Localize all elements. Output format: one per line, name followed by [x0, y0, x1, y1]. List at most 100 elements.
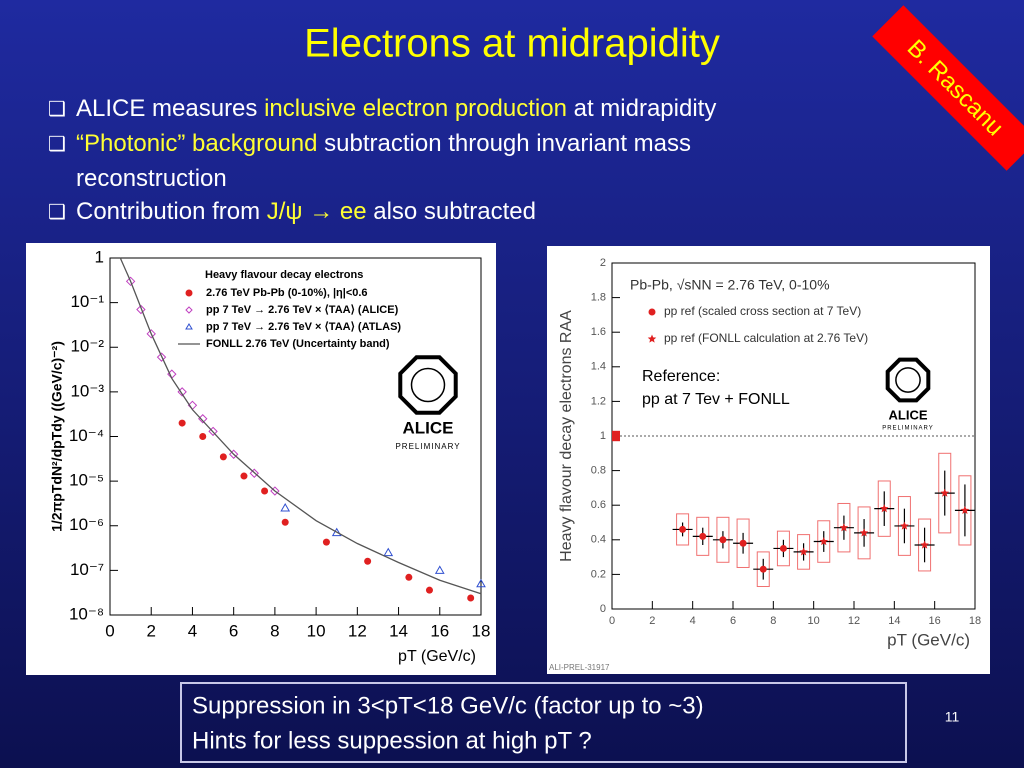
data-point	[839, 523, 849, 532]
y-tick-label: 1	[600, 430, 606, 442]
data-point	[679, 525, 687, 533]
data-point	[208, 426, 218, 437]
data-point	[779, 544, 787, 552]
data-point	[322, 538, 330, 546]
data-point	[125, 276, 136, 287]
annotation: Reference:	[642, 368, 720, 385]
data-point	[281, 518, 289, 526]
data-point	[434, 565, 445, 574]
legend-label: pp 7 TeV → 2.76 TeV × ⟨TAA⟩ (ATLAS)	[206, 321, 401, 333]
x-tick-label: 12	[848, 615, 860, 627]
y-tick-label: 10⁻⁴	[69, 426, 104, 445]
data-point	[940, 488, 950, 497]
data-point	[425, 586, 433, 594]
logo-octagon	[885, 357, 931, 403]
bullet-segment: subtraction through invariant mass	[317, 130, 691, 157]
x-axis-label: pT (GeV/c)	[398, 648, 476, 665]
bullet-segment: at midrapidity	[567, 95, 716, 122]
bullets: ❑ ALICE measures inclusive electron produ…	[48, 95, 716, 225]
legend-title: Heavy flavour decay electrons	[205, 269, 363, 281]
x-tick-label: 18	[969, 615, 981, 627]
y-tick-label: 0.4	[591, 534, 606, 546]
left-plot-panel	[26, 243, 496, 675]
annotation: pp at 7 Tev + FONLL	[642, 391, 790, 408]
charts: 10⁻⁸10⁻⁷10⁻⁶10⁻⁵10⁻⁴10⁻³10⁻²10⁻¹10 2 4 6 8 10…	[49, 247, 981, 672]
y-tick-label: 2	[600, 257, 606, 269]
y-axis-label: Heavy flavour decay electrons RAA	[558, 310, 575, 562]
data-point	[280, 502, 291, 512]
y-tick-label: 10⁻¹	[70, 292, 104, 311]
bullet-segment: J/ψ → ee	[267, 198, 367, 225]
legend-swatch	[647, 334, 657, 343]
y-tick-label: 1.6	[591, 326, 606, 338]
data-point	[364, 557, 372, 565]
data-point	[900, 521, 909, 530]
data-point	[178, 419, 186, 427]
logo-core	[410, 367, 446, 403]
data-point	[699, 532, 707, 540]
x-tick-label: 16	[430, 621, 449, 640]
right-plot-panel	[547, 246, 990, 674]
x-tick-label: 16	[929, 615, 941, 627]
plot-footer: ALI-PREL-31917	[549, 663, 610, 672]
bullet-segment: reconstruction	[76, 165, 227, 192]
y-tick-label: 10⁻⁸	[69, 604, 104, 623]
x-tick-label: 6	[730, 615, 736, 627]
y-tick-label: 10⁻³	[70, 381, 104, 400]
data-point	[156, 352, 167, 362]
bullet-segment: inclusive electron production	[264, 95, 567, 122]
x-tick-label: 4	[690, 615, 696, 627]
data-point	[240, 472, 248, 480]
legend-swatch	[648, 308, 656, 316]
legend-label: 2.76 TeV Pb-Pb (0-10%), |η|<0.6	[206, 287, 368, 299]
data-point	[920, 540, 929, 549]
y-tick-label: 0.6	[591, 499, 606, 511]
data-point	[859, 528, 869, 537]
bullet-marker: ❑	[48, 98, 66, 120]
bullet-segment: Contribution from	[76, 198, 267, 225]
logo-octagon	[398, 355, 458, 415]
chart: 0 0.2 0.4 0.6 0.8 1 1.2 1.4 1.6 1.8 2 0 2 4 6 8 10 12 14 16…	[549, 257, 981, 672]
legend-label: pp ref (FONLL calculation at 2.76 TeV)	[664, 331, 868, 345]
data-point	[799, 547, 808, 556]
legend-label: FONLL 2.76 TeV (Uncertainty band)	[206, 338, 390, 350]
x-tick-label: 0	[609, 615, 615, 627]
data-point	[960, 505, 970, 515]
bullet-marker: ❑	[48, 133, 66, 155]
y-tick-label: 1.8	[591, 292, 606, 304]
x-tick-label: 12	[348, 621, 367, 640]
x-tick-label: 2	[146, 621, 155, 640]
data-point	[759, 565, 767, 573]
y-tick-label: 1.2	[591, 395, 606, 407]
data-point	[739, 539, 747, 547]
data-point	[270, 486, 280, 496]
x-tick-label: 2	[649, 615, 655, 627]
summary-box	[180, 682, 907, 763]
data-point	[383, 547, 394, 557]
fonll-curve	[119, 257, 482, 595]
data-point	[146, 329, 156, 339]
chart: 10⁻⁸10⁻⁷10⁻⁶10⁻⁵10⁻⁴10⁻³10⁻²10⁻¹10 2 4 6 8 10…	[49, 247, 491, 665]
legend-swatch	[185, 289, 193, 297]
x-axis-label: pT (GeV/c)	[887, 630, 970, 649]
logo-text: PRELIMINARY	[882, 426, 934, 432]
bullet-text: ALICE measures inclusive electron produc…	[76, 95, 716, 122]
data-point	[228, 449, 239, 459]
x-tick-label: 14	[888, 615, 900, 627]
y-tick-label: 0.2	[591, 568, 606, 580]
bullet-text: Contribution from J/ψ → ee also subtract…	[76, 198, 536, 225]
legend-swatch	[185, 323, 193, 330]
logo-core	[895, 367, 921, 393]
data-point	[819, 537, 829, 546]
plot-subtitle: Pb-Pb, √sNN = 2.76 TeV, 0-10%	[630, 277, 830, 293]
x-tick-label: 18	[472, 621, 491, 640]
data-point	[467, 594, 475, 602]
normalization-box	[612, 430, 620, 442]
author-tag-box	[872, 5, 1024, 171]
x-tick-label: 8	[770, 615, 776, 627]
bullet-segment: “Photonic” background	[76, 130, 317, 157]
logo-text: PRELIMINARY	[395, 442, 460, 451]
legend-swatch	[185, 306, 193, 314]
data-point	[249, 468, 259, 478]
x-tick-label: 8	[270, 621, 279, 640]
